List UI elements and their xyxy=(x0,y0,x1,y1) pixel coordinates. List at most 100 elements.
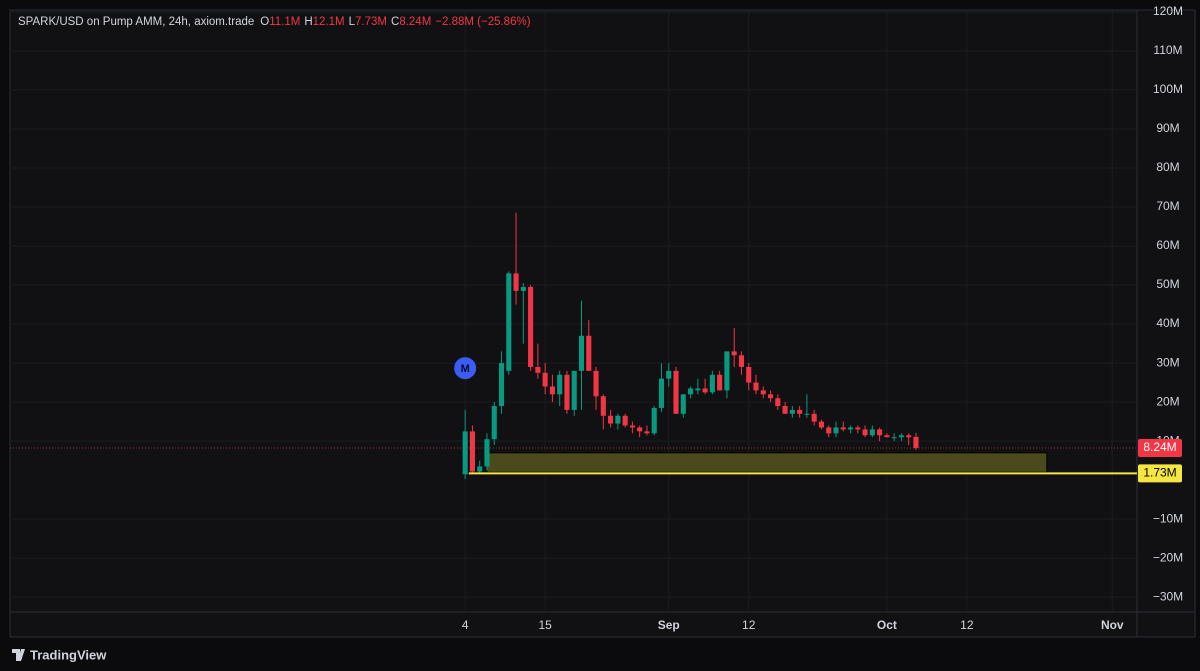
candle-body xyxy=(462,431,468,475)
x-tick-label: Nov xyxy=(1101,618,1124,632)
candle-body xyxy=(855,427,861,430)
candle-body xyxy=(738,355,745,367)
candle-body xyxy=(717,374,723,391)
candle-body xyxy=(658,378,665,408)
candle-body xyxy=(898,435,904,438)
chart-panel xyxy=(9,9,1196,638)
x-tick-label: 4 xyxy=(462,618,469,632)
y-tick-label: 20M xyxy=(1156,394,1179,408)
candle-body xyxy=(535,366,541,373)
candle-body xyxy=(608,415,614,424)
ohlc-value: 8.24M xyxy=(399,16,431,28)
y-tick-label: 50M xyxy=(1156,277,1179,291)
candle-body xyxy=(542,372,548,387)
candle-body xyxy=(913,436,919,448)
candle-body xyxy=(811,413,817,422)
y-tick-label: 60M xyxy=(1156,238,1179,252)
brand-logo xyxy=(12,649,25,661)
candle-body xyxy=(484,439,490,467)
candle-body xyxy=(775,398,781,407)
price-label-box xyxy=(1138,438,1182,457)
candle-body xyxy=(818,421,824,428)
candle-body xyxy=(520,287,526,291)
zone xyxy=(486,452,1048,473)
candle-body xyxy=(528,287,534,367)
event-marker xyxy=(454,357,477,380)
ohlc-value: 12.1M xyxy=(313,16,345,28)
candle-body xyxy=(571,370,577,410)
candle-body xyxy=(877,429,883,436)
candle-body xyxy=(833,427,839,434)
candle-body xyxy=(469,431,475,472)
y-tick-label: −30M xyxy=(1153,589,1183,603)
y-tick-label: −10M xyxy=(1153,511,1183,525)
y-tick-label: −20M xyxy=(1153,550,1183,564)
candle-body xyxy=(746,366,752,383)
y-tick-label: 80M xyxy=(1156,160,1179,174)
candle-body xyxy=(804,413,810,415)
candle-body xyxy=(702,388,708,393)
candle-body xyxy=(862,429,868,436)
candle-body xyxy=(884,435,890,438)
candle-body xyxy=(767,394,774,399)
candle-body xyxy=(782,406,788,414)
candle-body xyxy=(491,406,497,440)
candle-body xyxy=(498,363,505,407)
candle-body xyxy=(513,273,519,291)
candle-body xyxy=(673,370,679,414)
candle-body xyxy=(593,370,599,397)
ohlc-value: 11.1M xyxy=(269,16,300,28)
candle-body xyxy=(826,427,832,434)
grid xyxy=(10,10,1137,612)
y-tick-label: 40M xyxy=(1156,316,1179,330)
candle-body xyxy=(797,409,803,414)
candle-body xyxy=(840,427,846,430)
brand: TradingView xyxy=(30,647,107,662)
candle-body xyxy=(869,429,875,436)
candle-body xyxy=(688,388,694,395)
candle-body xyxy=(753,382,759,391)
candle-body xyxy=(724,351,730,391)
x-tick-label: Oct xyxy=(877,618,897,632)
candle-body xyxy=(578,335,585,371)
candle-body xyxy=(760,390,766,395)
y-tick-label: 110M xyxy=(1153,43,1182,57)
header: SPARK/USD on Pump AMM, 24h, axiom.trade O… xyxy=(18,16,531,28)
candle-body xyxy=(600,396,606,416)
overlay: 120M110M100M90M80M70M60M50M40M30M20M10M−… xyxy=(462,4,1183,632)
candle-body xyxy=(564,374,570,410)
candle-body xyxy=(847,427,854,430)
candle-body xyxy=(615,415,621,424)
x-tick-label: Sep xyxy=(658,618,680,632)
x-tick-label: 12 xyxy=(742,618,756,632)
ohlc-value: 7.73M xyxy=(355,16,387,28)
candle-body xyxy=(680,394,686,414)
change: −2.88M (−25.86%) xyxy=(435,16,530,28)
title: SPARK/USD on Pump AMM, 24h, axiom.trade xyxy=(18,16,254,28)
plot: M xyxy=(10,212,1137,479)
y-tick-label: 30M xyxy=(1156,355,1179,369)
candle-body xyxy=(586,335,592,371)
hline-label-box xyxy=(1138,464,1182,483)
y-tick-label: 100M xyxy=(1153,82,1183,96)
y-tick-label: 90M xyxy=(1156,121,1179,135)
candle-body xyxy=(906,435,912,438)
hline-label: 1.73M xyxy=(1143,466,1176,480)
candle-body xyxy=(549,386,555,395)
candle-body xyxy=(695,388,701,391)
candle-body xyxy=(709,374,715,393)
event-marker-label: M xyxy=(461,363,470,375)
x-tick-label: 15 xyxy=(538,618,552,632)
y-tick-label: 70M xyxy=(1156,199,1179,213)
candle-body xyxy=(789,409,795,414)
candle-body xyxy=(651,407,657,434)
candle-body xyxy=(506,273,512,371)
x-tick-label: 12 xyxy=(960,618,974,632)
ohlc-key: C xyxy=(391,16,399,28)
candle-body xyxy=(629,425,635,428)
ohlc-key: L xyxy=(349,16,356,28)
candle-body xyxy=(644,431,650,434)
ohlc-key: H xyxy=(304,16,312,28)
